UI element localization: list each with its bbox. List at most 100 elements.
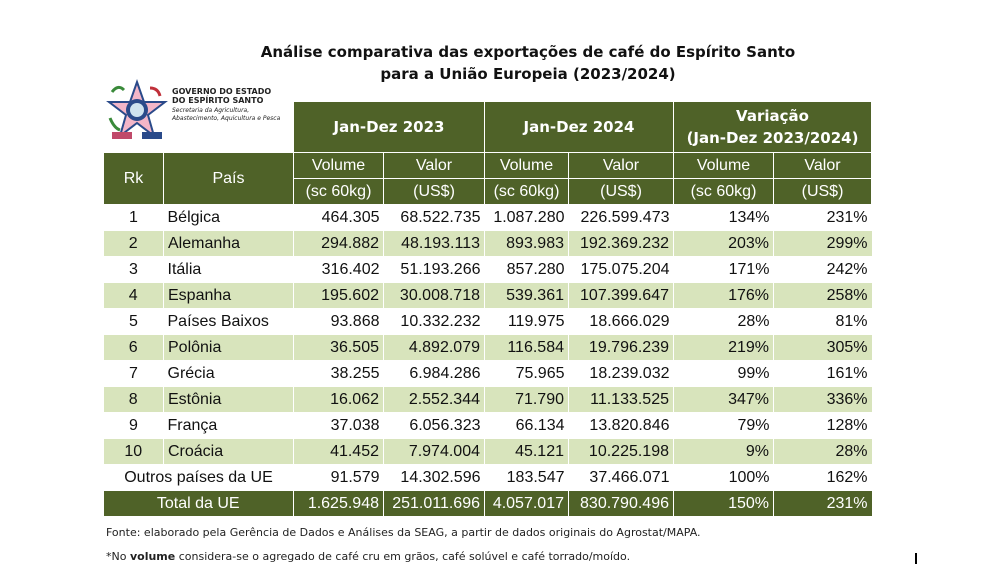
- cell-var-vol: 176%: [673, 282, 774, 309]
- header-volume-unit: (sc 60kg): [673, 178, 774, 205]
- cell-vol23: 91.579: [293, 464, 384, 491]
- cell-vol23: 294.882: [293, 230, 384, 257]
- header-value-unit: (US$): [383, 178, 485, 205]
- cell-vol23: 16.062: [293, 386, 384, 413]
- cell-var-vol: 150%: [673, 490, 774, 516]
- header-period-2024: Jan-Dez 2024: [484, 101, 674, 153]
- cell-var-val: 231%: [773, 490, 872, 516]
- note-bold: volume: [129, 550, 176, 563]
- cell-val24: 18.239.032: [568, 360, 674, 387]
- cell-val24: 13.820.846: [568, 412, 674, 439]
- cell-country: Polônia: [163, 334, 294, 361]
- cell-var-val: 162%: [773, 464, 872, 491]
- header-variation-period: (Jan-Dez 2023/2024): [686, 129, 859, 147]
- logo-line-4: Abastecimento, Aquicultura e Pesca: [172, 115, 281, 122]
- header-value-unit: (US$): [568, 178, 674, 205]
- cell-vol23: 36.505: [293, 334, 384, 361]
- header-value: Valor: [568, 152, 674, 179]
- table-row: 3 Itália 316.402 51.193.266 857.280 175.075.2…: [103, 256, 872, 283]
- cell-vol24: 119.975: [484, 308, 569, 335]
- cell-vol24: 857.280: [484, 256, 569, 283]
- title-line-1: Análise comparativa das exportações de c…: [260, 43, 796, 61]
- table-row-others: Outros países da UE 91.579 14.302.596 18…: [103, 464, 872, 491]
- logo-line-3: Secretaria da Agricultura,: [172, 107, 250, 114]
- cell-vol23: 37.038: [293, 412, 384, 439]
- cell-rk: 8: [103, 386, 164, 413]
- table-row-total: Total da UE 1.625.948 251.011.696 4.057.…: [103, 490, 872, 516]
- cell-val23: 14.302.596: [383, 464, 485, 491]
- cell-country: Países Baixos: [163, 308, 294, 335]
- header-variation: Variação (Jan-Dez 2023/2024): [673, 101, 872, 153]
- cell-val24: 18.666.029: [568, 308, 674, 335]
- cell-vol24: 183.547: [484, 464, 569, 491]
- cell-val24: 192.369.232: [568, 230, 674, 257]
- cell-val23: 6.984.286: [383, 360, 485, 387]
- cell-country: Estônia: [163, 386, 294, 413]
- cell-var-vol: 100%: [673, 464, 774, 491]
- cell-var-val: 128%: [773, 412, 872, 439]
- logo-line-2: DO ESPÍRITO SANTO: [172, 96, 264, 105]
- cell-vol23: 93.868: [293, 308, 384, 335]
- cell-val23: 48.193.113: [383, 230, 485, 257]
- cell-val23: 10.332.232: [383, 308, 485, 335]
- header-rk: Rk: [103, 152, 164, 205]
- exports-table: Jan-Dez 2023 Jan-Dez 2024 Variação (Jan-…: [103, 101, 872, 516]
- cell-val24: 175.075.204: [568, 256, 674, 283]
- header-volume-unit: (sc 60kg): [484, 178, 569, 205]
- cell-vol23: 464.305: [293, 204, 384, 231]
- table-row: 7 Grécia 38.255 6.984.286 75.965 18.239.032 99…: [103, 360, 872, 387]
- cell-rk: 2: [103, 230, 164, 257]
- cell-rk: 3: [103, 256, 164, 283]
- cell-var-val: 28%: [773, 438, 872, 465]
- cell-vol24: 66.134: [484, 412, 569, 439]
- table-row: 9 França 37.038 6.056.323 66.134 13.820.846 79…: [103, 412, 872, 439]
- logo-line-1: GOVERNO DO ESTADO: [172, 87, 272, 96]
- cell-val24: 226.599.473: [568, 204, 674, 231]
- cell-vol23: 195.602: [293, 282, 384, 309]
- cell-var-vol: 79%: [673, 412, 774, 439]
- cell-val24: 830.790.496: [568, 490, 674, 516]
- cell-country: França: [163, 412, 294, 439]
- header-volume: Volume: [673, 152, 774, 179]
- header-volume: Volume: [484, 152, 569, 179]
- cell-vol23: 38.255: [293, 360, 384, 387]
- cell-val23: 6.056.323: [383, 412, 485, 439]
- note-prefix: *No: [106, 550, 130, 563]
- cell-val23: 2.552.344: [383, 386, 485, 413]
- header-variation-title: Variação: [736, 107, 809, 125]
- cell-var-vol: 219%: [673, 334, 774, 361]
- cell-var-val: 81%: [773, 308, 872, 335]
- table-row: 4 Espanha 195.602 30.008.718 539.361 107.399.…: [103, 282, 872, 309]
- table-row: 10 Croácia 41.452 7.974.004 45.121 10.225.198…: [103, 438, 872, 465]
- cell-val23: 51.193.266: [383, 256, 485, 283]
- cell-rk: 5: [103, 308, 164, 335]
- table-row: 5 Países Baixos 93.868 10.332.232 119.975 18.…: [103, 308, 872, 335]
- header-value: Valor: [383, 152, 485, 179]
- cell-var-val: 242%: [773, 256, 872, 283]
- cell-rk: 4: [103, 282, 164, 309]
- cell-vol24: 4.057.017: [484, 490, 569, 516]
- cell-var-vol: 9%: [673, 438, 774, 465]
- cell-var-vol: 99%: [673, 360, 774, 387]
- note-rest: considera-se o agregado de café cru em g…: [175, 550, 631, 563]
- source-note: Fonte: elaborado pela Gerência de Dados …: [106, 526, 701, 539]
- cell-var-val: 161%: [773, 360, 872, 387]
- cell-val23: 30.008.718: [383, 282, 485, 309]
- cell-vol24: 75.965: [484, 360, 569, 387]
- cell-val24: 19.796.239: [568, 334, 674, 361]
- cell-country: Itália: [163, 256, 294, 283]
- cell-var-val: 336%: [773, 386, 872, 413]
- cell-var-vol: 203%: [673, 230, 774, 257]
- cell-var-vol: 134%: [673, 204, 774, 231]
- cell-country: Croácia: [163, 438, 294, 465]
- cell-rk: 9: [103, 412, 164, 439]
- cell-val24: 37.466.071: [568, 464, 674, 491]
- cell-vol23: 41.452: [293, 438, 384, 465]
- volume-note: *No volume considera-se o agregado de ca…: [106, 550, 630, 563]
- cell-vol23: 1.625.948: [293, 490, 384, 516]
- table-row: 8 Estônia 16.062 2.552.344 71.790 11.133.525 3…: [103, 386, 872, 413]
- cell-var-val: 305%: [773, 334, 872, 361]
- cell-var-vol: 28%: [673, 308, 774, 335]
- cell-var-val: 231%: [773, 204, 872, 231]
- header-volume: Volume: [293, 152, 384, 179]
